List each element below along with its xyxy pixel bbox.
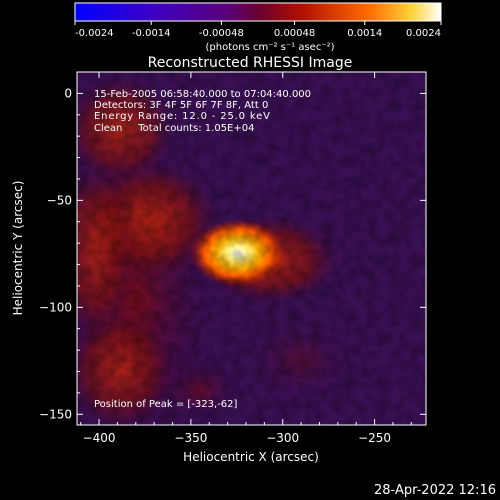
chart-title: Reconstructed RHESSI Image — [148, 55, 353, 71]
y-axis-label: Heliocentric Y (arcsec) — [11, 181, 25, 316]
annotation-time-range: 15-Feb-2005 06:58:40.000 to 07:04:40.000 — [94, 89, 311, 100]
colorbar-ticks: -0.0024 -0.0014 -0.00048 0.00048 0.0014 0.002… — [74, 21, 442, 39]
heatmap-image — [77, 72, 426, 425]
annotation-energy-range: Energy Range: 12.0 - 25.0 keV — [94, 111, 270, 122]
annotation-block: 15-Feb-2005 06:58:40.000 to 07:04:40.000… — [94, 89, 311, 134]
y-axis-ticks: 0 −50 −100 −150 — [39, 86, 426, 421]
x-tick-label: −250 — [358, 431, 391, 445]
colorbar-unit-label: (photons cm⁻² s⁻¹ asec⁻²) — [205, 42, 334, 53]
x-tick-label: −350 — [174, 431, 207, 445]
x-tick-label: −300 — [266, 431, 299, 445]
colorbar-tick-label: -0.0014 — [132, 28, 171, 39]
colorbar — [74, 2, 442, 22]
colorbar-tick-label: 0.0024 — [406, 28, 441, 39]
colorbar-tick-label: 0.0014 — [347, 28, 382, 39]
colorbar-tick-label: -0.0024 — [75, 28, 114, 39]
colorbar-tick-label: 0.00048 — [274, 28, 315, 39]
plot-frame — [76, 71, 427, 426]
annotation-clean-counts: Clean Total counts: 1.05E+04 — [94, 123, 254, 134]
x-axis-ticks: −400 −350 −300 −250 — [80, 72, 412, 445]
footer-date: 28-Apr-2022 12:16 — [374, 483, 496, 498]
colorbar-tick-label: -0.00048 — [199, 28, 244, 39]
annotation-detectors: Detectors: 3F 4F 5F 6F 7F 8F, Att 0 — [94, 100, 268, 111]
y-tick-label: −50 — [47, 193, 72, 207]
x-tick-label: −400 — [83, 431, 116, 445]
y-tick-label: −150 — [39, 407, 72, 421]
x-axis-label: Heliocentric X (arcsec) — [183, 450, 319, 464]
peak-position-label: Position of Peak = [-323,-62] — [94, 399, 238, 410]
y-tick-label: 0 — [64, 86, 72, 100]
y-tick-label: −100 — [39, 300, 72, 314]
